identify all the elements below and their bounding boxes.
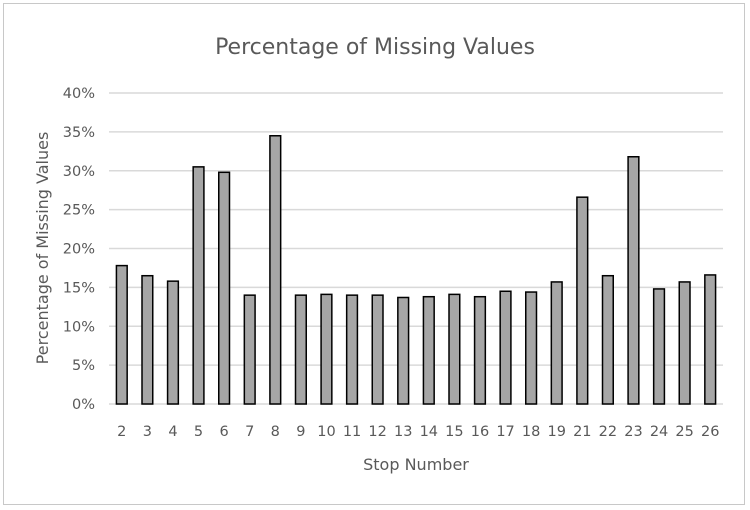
x-tick-label: 24 [650, 424, 668, 440]
bar-stop-25 [678, 281, 691, 405]
bar-stop-7 [243, 294, 256, 405]
bar-stop-15 [448, 293, 461, 405]
x-tick-label: 5 [194, 424, 203, 440]
bar-stop-14 [422, 295, 435, 405]
x-tick-label: 25 [675, 424, 693, 440]
y-tick-label: 20% [63, 242, 95, 258]
x-tick-label: 15 [445, 424, 463, 440]
y-tick-label: 25% [63, 203, 95, 219]
gridlines [109, 92, 723, 405]
x-axis-title: Stop Number [363, 455, 469, 474]
bar-stop-23 [627, 156, 640, 405]
bar-stop-3 [141, 274, 154, 405]
bars [115, 135, 717, 405]
x-tick-label: 7 [245, 424, 254, 440]
bar-stop-17 [499, 290, 512, 405]
x-tick-label: 14 [420, 424, 438, 440]
y-tick-label: 30% [63, 164, 95, 180]
y-tick-label: 15% [63, 280, 95, 296]
x-tick-label: 9 [296, 424, 305, 440]
y-tick-label: 35% [63, 125, 95, 141]
x-tick-label: 4 [168, 424, 177, 440]
y-axis-title: Percentage of Missing Values [33, 132, 52, 365]
x-tick-label: 11 [343, 424, 361, 440]
bar-stop-13 [397, 296, 410, 405]
bar-stop-22 [601, 274, 614, 405]
bar-stop-5 [192, 166, 205, 405]
x-tick-label: 8 [271, 424, 280, 440]
bar-stop-8 [269, 135, 282, 405]
x-tick-label: 21 [573, 424, 591, 440]
chart-frame [3, 3, 745, 505]
y-tick-label: 10% [63, 319, 95, 335]
bar-stop-16 [473, 295, 487, 405]
bar-stop-9 [294, 294, 307, 405]
bar-stop-2 [115, 264, 128, 405]
bar-stop-19 [550, 281, 563, 405]
y-axis-ticks: 0% 5% 10% 15% 20% 25% 30% 35% 40% [63, 86, 95, 413]
x-tick-label: 2 [117, 424, 126, 440]
x-tick-label: 10 [317, 424, 335, 440]
x-tick-label: 18 [522, 424, 540, 440]
x-tick-label: 23 [624, 424, 642, 440]
x-axis-ticks: 2 3 4 5 6 7 8 9 10 11 12 13 14 15 16 17 18 19 21 22 23 24 25 26 [117, 424, 719, 440]
x-tick-label: 13 [394, 424, 412, 440]
bar-stop-6 [218, 171, 231, 405]
x-tick-label: 17 [496, 424, 514, 440]
chart-title: Percentage of Missing Values [215, 35, 535, 60]
x-tick-label: 26 [701, 424, 719, 440]
x-tick-label: 22 [599, 424, 617, 440]
bar-stop-24 [652, 288, 666, 405]
bar-stop-18 [525, 291, 538, 405]
x-tick-label: 16 [471, 424, 489, 440]
x-tick-label: 19 [547, 424, 565, 440]
x-tick-label: 6 [220, 424, 229, 440]
y-tick-label: 0% [72, 397, 95, 413]
bar-stop-12 [371, 294, 384, 405]
bar-stop-4 [166, 280, 180, 405]
bar-stop-10 [320, 293, 333, 405]
bar-stop-26 [704, 274, 717, 405]
y-tick-label: 40% [63, 86, 95, 102]
bar-stop-11 [345, 294, 359, 405]
bar-stop-21 [576, 196, 589, 405]
x-tick-label: 3 [143, 424, 152, 440]
x-tick-label: 12 [368, 424, 386, 440]
y-tick-label: 5% [72, 358, 95, 374]
